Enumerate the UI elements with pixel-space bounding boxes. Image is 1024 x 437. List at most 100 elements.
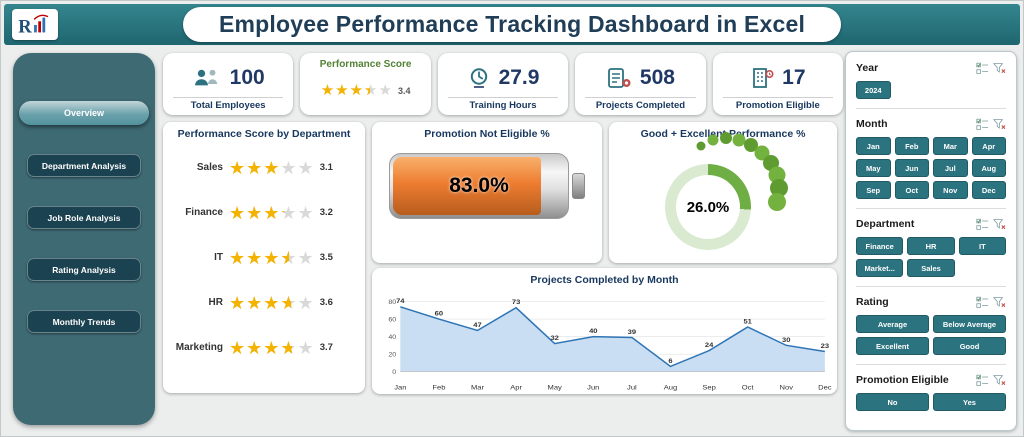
slicer-button-below-average[interactable]: Below Average [933, 315, 1006, 333]
dept-value: 3.1 [319, 162, 333, 174]
page-title: Employee Performance Tracking Dashboard … [182, 7, 842, 42]
projects-by-month-panel: Projects Completed by Month 0 20 40 60 80 74 6… [372, 268, 837, 394]
sidebar-item-job-role-analysis[interactable]: Job Role Analysis [27, 206, 141, 229]
sidebar-item-rating-analysis[interactable]: Rating Analysis [27, 258, 141, 281]
svg-text:80: 80 [388, 299, 396, 306]
kpi-total-employees: 100 Total Employees [163, 53, 294, 115]
slicer-buttons: No Yes [856, 393, 1006, 411]
svg-text:Apr: Apr [510, 384, 522, 392]
kpi-value: 3.4 [397, 85, 411, 96]
multiselect-icon[interactable] [976, 218, 989, 231]
logo-icon: R [18, 14, 49, 37]
multiselect-icon[interactable] [976, 62, 989, 75]
svg-text:Aug: Aug [664, 384, 677, 392]
slicer-header: Year [856, 60, 1006, 76]
good-excellent-panel: Good + Excellent Performance % 26.0% [609, 122, 837, 263]
svg-text:60: 60 [435, 310, 443, 318]
slicer-button-good[interactable]: Good [933, 337, 1006, 355]
promotion-not-eligible-panel: Promotion Not Eligible % 83.0% [372, 122, 602, 263]
slicer-icons [976, 296, 1006, 309]
divider [722, 97, 834, 98]
dept-label: Sales [196, 162, 223, 174]
chart-title: Good + Excellent Performance % [640, 128, 806, 140]
chart-title: Performance Score by Department [177, 128, 351, 140]
slicer-header: Department [856, 216, 1006, 232]
dept-value: 3.7 [319, 342, 333, 354]
stars-filled-icon: ★★★★★ [229, 248, 289, 267]
stars-empty-icon: ★★★★★ [229, 202, 315, 223]
slicer-button-nov[interactable]: Nov [933, 181, 968, 199]
multiselect-icon[interactable] [976, 296, 989, 309]
clear-filter-icon[interactable] [993, 218, 1006, 231]
kpi-promotion-eligible: 17 Promotion Eligible [712, 53, 844, 115]
slicer-button-it[interactable]: IT [958, 237, 1006, 255]
people-icon [192, 67, 222, 89]
clear-filter-icon[interactable] [993, 62, 1006, 75]
slicer-button-jul[interactable]: Jul [933, 159, 968, 177]
slicer-button-average[interactable]: Average [856, 315, 929, 333]
slicer-button-no[interactable]: No [856, 393, 929, 411]
svg-text:May: May [548, 384, 563, 392]
slicer-button-2024[interactable]: 2024 [856, 81, 891, 99]
sidebar-item-monthly-trends[interactable]: Monthly Trends [27, 310, 141, 333]
svg-text:40: 40 [388, 334, 396, 341]
stars-filled-icon: ★★★★★ [229, 158, 282, 177]
svg-text:30: 30 [782, 336, 790, 344]
multiselect-icon[interactable] [976, 374, 989, 387]
svg-text:Nov: Nov [780, 384, 794, 392]
svg-text:Feb: Feb [432, 384, 445, 392]
svg-text:Jan: Jan [394, 384, 406, 392]
dept-rating-row: IT ★★★★★★★★★★ 3.5 [167, 235, 361, 280]
kpi-value: 100 [229, 65, 265, 89]
kpi-row: 100 Total Employees Performance Score ★★… [163, 53, 844, 115]
slicer-button-jan[interactable]: Jan [856, 137, 891, 155]
kpi-label: Performance Score [319, 59, 412, 70]
slicer-button-market[interactable]: Market... [856, 259, 904, 277]
slicer-button-finance[interactable]: Finance [856, 237, 904, 255]
svg-text:6: 6 [668, 357, 672, 365]
slicer-button-may[interactable]: May [856, 159, 891, 177]
slicer-button-excellent[interactable]: Excellent [856, 337, 929, 355]
slicer-button-apr[interactable]: Apr [971, 137, 1006, 155]
svg-text:40: 40 [589, 328, 597, 336]
slicer-button-hr[interactable]: HR [907, 237, 955, 255]
performance-stars-slot: ★★★★★★★★★★ [321, 82, 393, 100]
slicer-button-mar[interactable]: Mar [933, 137, 968, 155]
sidebar-item-department-analysis[interactable]: Department Analysis [27, 154, 141, 177]
chart-title: Promotion Not Eligible % [424, 128, 550, 140]
sidebar-item-overview[interactable]: Overview [19, 101, 149, 125]
kpi-value: 17 [782, 65, 806, 89]
clipboard-icon [606, 66, 632, 90]
clock-icon [467, 66, 491, 90]
slicer-month: Month Jan Feb Mar Apr May Jun Jul Aug Sep Oct Nov De… [856, 116, 1006, 209]
area-chart: 0 20 40 60 80 74 60 47 73 32 40 39 6 24 51 30 23 Jan Feb Ma… [388, 298, 832, 392]
multiselect-icon[interactable] [976, 118, 989, 131]
divider [585, 97, 696, 98]
star-rating: ★★★★★★★★★★ [229, 339, 315, 357]
dept-rating-row: Marketing ★★★★★★★★★★ 3.7 [167, 325, 361, 370]
slicer-button-dec[interactable]: Dec [971, 181, 1006, 199]
dept-label: HR [208, 297, 223, 309]
battery-body [389, 153, 569, 220]
dept-rating-row: Sales ★★★★★★★★★★ 3.1 [167, 145, 361, 190]
slicer-button-yes[interactable]: Yes [933, 393, 1006, 411]
svg-text:51: 51 [743, 318, 751, 326]
slicer-button-sep[interactable]: Sep [856, 181, 891, 199]
kpi-value: 27.9 [498, 65, 540, 89]
sidebar-nav: Overview Department Analysis Job Role Anal… [13, 53, 155, 425]
svg-text:20: 20 [388, 352, 396, 359]
clear-filter-icon[interactable] [993, 296, 1006, 309]
slicer-button-aug[interactable]: Aug [971, 159, 1006, 177]
slicer-panel: Year 2024 Month Jan Feb Mar Apr May Jun Jul Aug Sep… [845, 51, 1017, 431]
clear-filter-icon[interactable] [993, 374, 1006, 387]
kpi-label: Promotion Eligible [735, 100, 820, 111]
slicer-button-jun[interactable]: Jun [894, 159, 929, 177]
slicer-button-sales[interactable]: Sales [907, 259, 955, 277]
dept-value: 3.5 [319, 252, 333, 264]
clear-filter-icon[interactable] [993, 118, 1006, 131]
stars-filled-icon: ★★★★★ [229, 203, 284, 222]
svg-text:R: R [18, 16, 32, 37]
slicer-button-oct[interactable]: Oct [894, 181, 929, 199]
slicer-button-feb[interactable]: Feb [894, 137, 929, 155]
